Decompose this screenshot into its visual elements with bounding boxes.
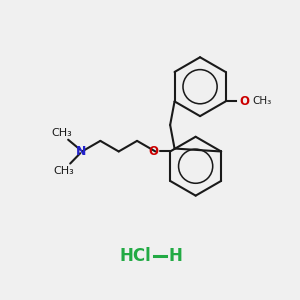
- Text: HCl: HCl: [119, 247, 151, 265]
- Text: N: N: [76, 145, 87, 158]
- Text: H: H: [168, 247, 182, 265]
- Text: O: O: [239, 95, 249, 108]
- Text: CH₃: CH₃: [253, 96, 272, 106]
- Text: CH₃: CH₃: [51, 128, 72, 138]
- Text: O: O: [148, 145, 158, 158]
- Text: CH₃: CH₃: [53, 167, 74, 176]
